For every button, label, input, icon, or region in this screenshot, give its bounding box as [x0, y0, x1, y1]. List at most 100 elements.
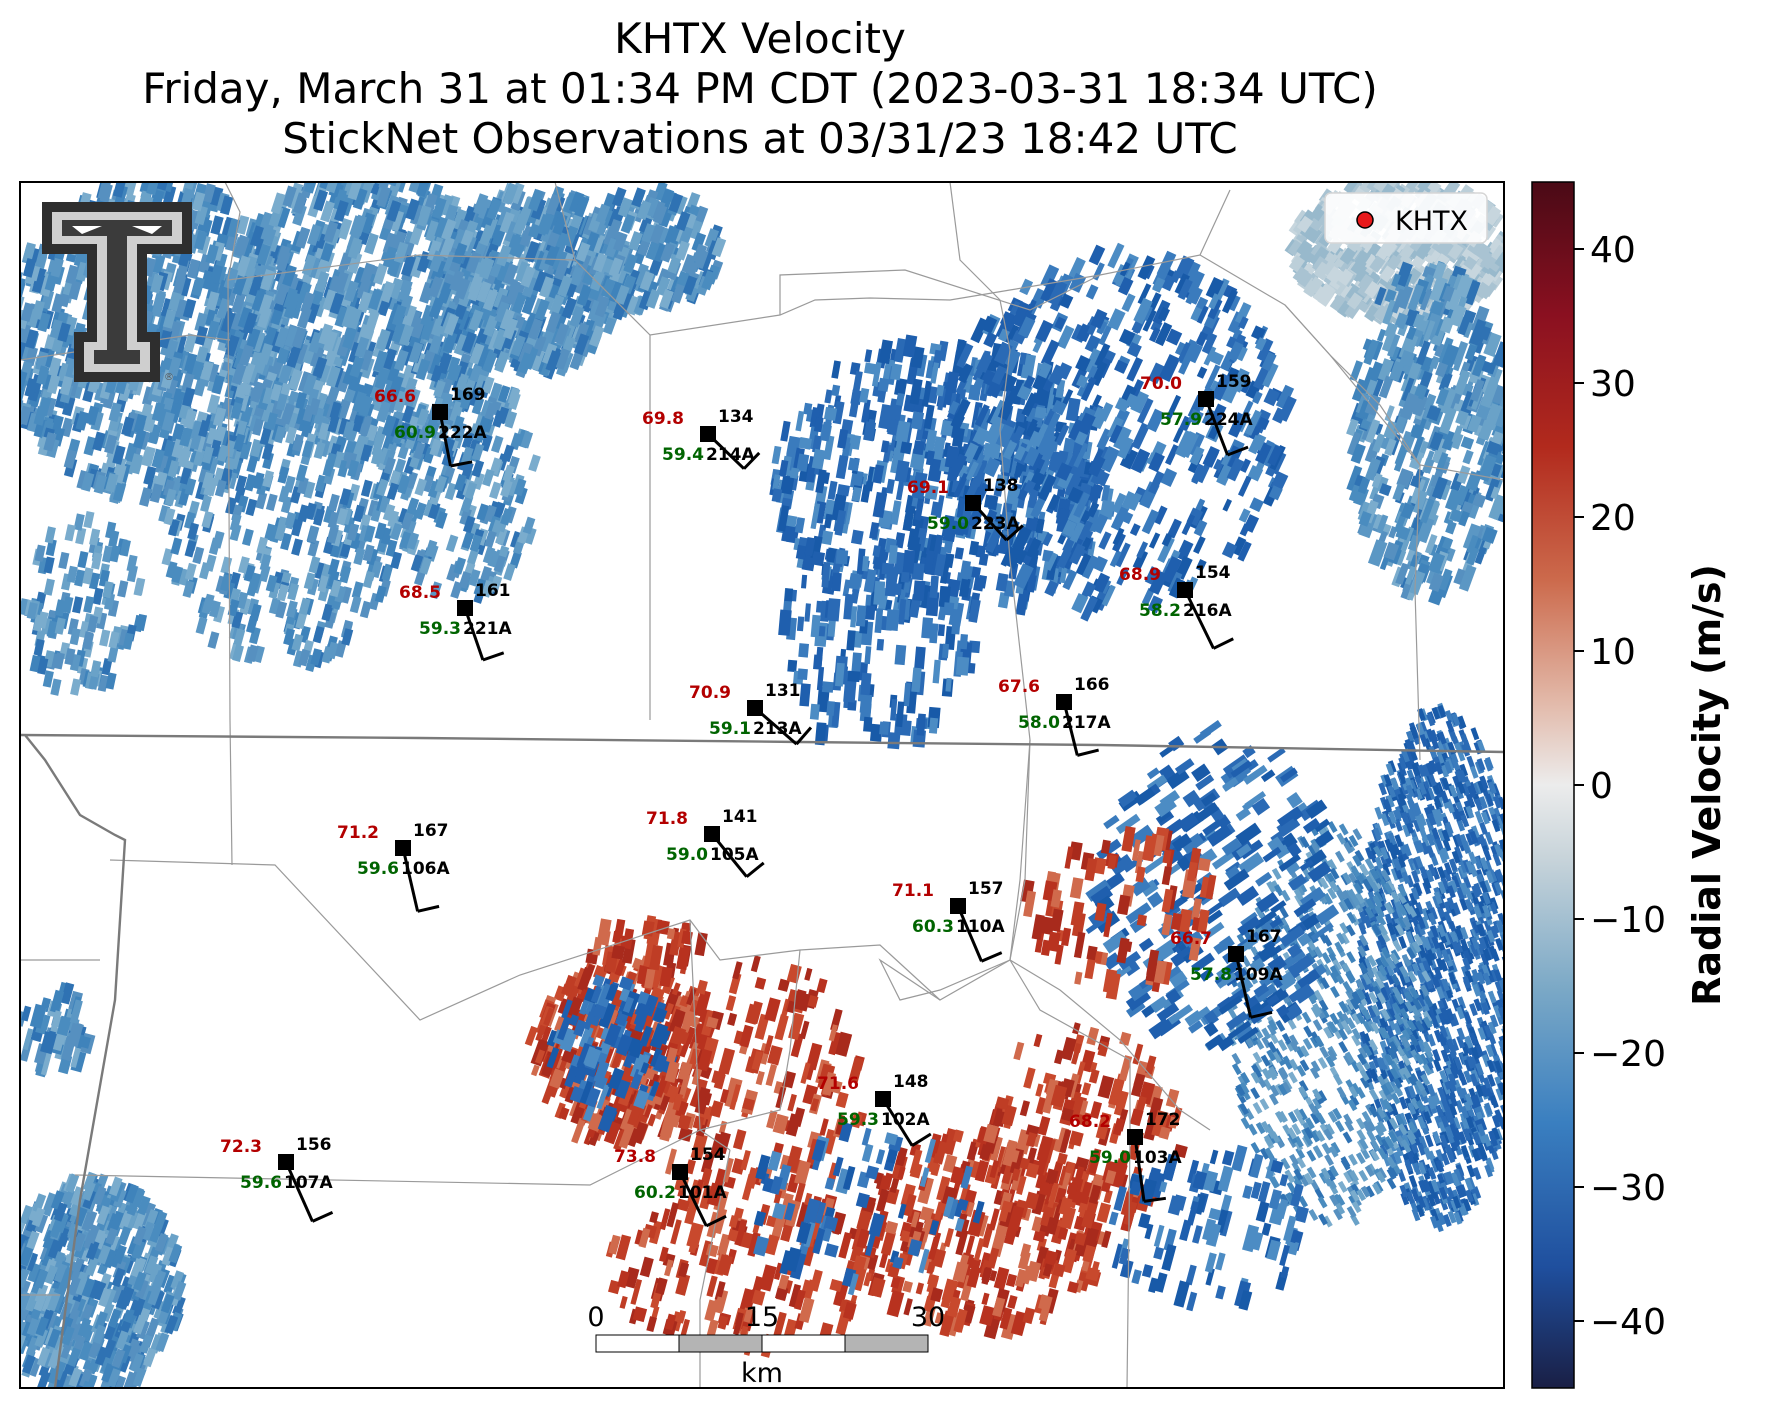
- station-temperature: 66.6: [374, 387, 416, 407]
- station-id: 223A: [971, 514, 1020, 534]
- scale-bar: 0 15 30 km: [587, 1302, 945, 1389]
- title-line-2: Friday, March 31 at 01:34 PM CDT (2023-0…: [142, 64, 1378, 113]
- station-id: 105A: [710, 845, 759, 865]
- station-223A[interactable]: 69.1 138 59.0 223A: [907, 476, 1024, 542]
- station-wind-direction: 154: [1195, 563, 1231, 583]
- station-224A[interactable]: 70.0 159 57.9 224A: [1140, 372, 1253, 457]
- station-marker-icon: [432, 404, 448, 420]
- station-id: 222A: [438, 423, 487, 443]
- county-borders: [20, 182, 1504, 1388]
- ttu-logo: ®: [42, 202, 192, 383]
- station-marker-icon: [395, 840, 411, 856]
- station-dewpoint: 58.2: [1139, 601, 1181, 621]
- station-temperature: 68.5: [399, 583, 441, 603]
- station-222A[interactable]: 66.6 169 60.9 222A: [374, 385, 487, 468]
- station-dewpoint: 59.4: [662, 445, 704, 465]
- station-wind-direction: 141: [722, 807, 758, 827]
- station-101A[interactable]: 73.8 154 60.2 101A: [614, 1145, 727, 1228]
- station-id: 216A: [1183, 601, 1232, 621]
- wind-barb-icon: [1234, 953, 1273, 1019]
- station-106A[interactable]: 71.2 167 59.6 106A: [337, 821, 450, 913]
- scale-tick-30: 30: [911, 1302, 945, 1333]
- station-id: 109A: [1234, 965, 1283, 985]
- wind-barb-icon: [401, 847, 440, 913]
- wind-barb-icon: [1133, 1136, 1167, 1203]
- station-107A[interactable]: 72.3 156 59.6 107A: [220, 1135, 333, 1223]
- station-marker-icon: [747, 700, 763, 716]
- station-id: 103A: [1133, 1148, 1182, 1168]
- station-dewpoint: 57.8: [1190, 965, 1232, 985]
- station-dewpoint: 59.6: [240, 1173, 282, 1193]
- wind-barb-icon: [438, 411, 473, 468]
- station-dewpoint: 60.3: [912, 917, 954, 937]
- station-id: 110A: [956, 917, 1005, 937]
- station-103A[interactable]: 68.2 172 59.0 103A: [1069, 1110, 1182, 1203]
- station-dewpoint: 58.0: [1018, 713, 1060, 733]
- station-temperature: 70.9: [689, 683, 731, 703]
- station-marker-icon: [950, 898, 966, 914]
- wind-barb-icon: [463, 607, 505, 662]
- station-temperature: 68.9: [1119, 565, 1161, 585]
- legend-label: KHTX: [1395, 206, 1468, 237]
- station-109A[interactable]: 66.7 167 57.8 109A: [1170, 927, 1283, 1019]
- station-marker-icon: [1198, 391, 1214, 407]
- station-102A[interactable]: 71.6 148 59.3 102A: [817, 1072, 932, 1147]
- station-temperature: 71.1: [892, 881, 934, 901]
- station-id: 214A: [706, 445, 755, 465]
- station-temperature: 73.8: [614, 1147, 656, 1167]
- station-id: 102A: [881, 1110, 930, 1130]
- station-dewpoint: 57.9: [1160, 410, 1202, 430]
- wind-barb-icon: [1183, 589, 1234, 650]
- station-marker-icon: [1177, 582, 1193, 598]
- station-wind-direction: 167: [1246, 927, 1282, 947]
- title-line-1: KHTX Velocity: [614, 14, 906, 63]
- station-marker-icon: [278, 1154, 294, 1170]
- station-id: 217A: [1062, 713, 1111, 733]
- station-marker-icon: [1127, 1129, 1143, 1145]
- station-221A[interactable]: 68.5 161 59.3 221A: [399, 581, 512, 662]
- station-marker-icon: [672, 1164, 688, 1180]
- station-wind-direction: 138: [983, 476, 1019, 496]
- station-temperature: 68.2: [1069, 1112, 1111, 1132]
- khtx-marker-icon: [1356, 211, 1374, 229]
- scale-unit: km: [741, 1358, 783, 1389]
- wind-barb-icon: [1204, 398, 1249, 457]
- station-temperature: 66.7: [1170, 929, 1212, 949]
- station-wind-direction: 166: [1074, 675, 1110, 695]
- scale-tick-0: 0: [587, 1302, 604, 1333]
- station-temperature: 69.8: [642, 409, 684, 429]
- station-wind-direction: 154: [690, 1145, 726, 1165]
- title-line-3: StickNet Observations at 03/31/23 18:42 …: [282, 114, 1238, 163]
- station-wind-direction: 131: [765, 681, 801, 701]
- station-214A[interactable]: 69.8 134 59.4 214A: [642, 407, 761, 470]
- station-id: 221A: [463, 619, 512, 639]
- station-105A[interactable]: 71.8 141 59.0 105A: [646, 807, 765, 878]
- station-temperature: 67.6: [998, 677, 1040, 697]
- station-marker-icon: [700, 426, 716, 442]
- station-213A[interactable]: 70.9 131 59.1 213A: [689, 681, 813, 746]
- station-id: 107A: [284, 1173, 333, 1193]
- station-wind-direction: 167: [413, 821, 449, 841]
- station-wind-direction: 159: [1216, 372, 1252, 392]
- station-dewpoint: 59.1: [709, 719, 751, 739]
- station-wind-direction: 172: [1145, 1110, 1181, 1130]
- wind-barb-icon: [678, 1171, 727, 1228]
- station-110A[interactable]: 71.1 157 60.3 110A: [892, 879, 1005, 963]
- wind-barb-icon: [1062, 701, 1100, 757]
- wind-barb-icon: [956, 905, 1003, 963]
- station-wind-direction: 161: [475, 581, 511, 601]
- station-dewpoint: 59.3: [419, 619, 461, 639]
- station-id: 224A: [1204, 410, 1253, 430]
- station-marker-icon: [875, 1091, 891, 1107]
- station-216A[interactable]: 68.9 154 58.2 216A: [1119, 563, 1234, 650]
- station-marker-icon: [704, 826, 720, 842]
- stations-layer: 66.6 169 60.9 222A 69.8 134 59.4 214A 70.0 159 57.…: [220, 372, 1283, 1228]
- station-temperature: 71.2: [337, 823, 379, 843]
- station-wind-direction: 156: [296, 1135, 332, 1155]
- station-dewpoint: 59.0: [927, 514, 969, 534]
- station-217A[interactable]: 67.6 166 58.0 217A: [998, 675, 1111, 757]
- legend-box: KHTX: [1324, 192, 1488, 244]
- station-marker-icon: [1228, 946, 1244, 962]
- velocity-field: [20, 182, 1504, 1388]
